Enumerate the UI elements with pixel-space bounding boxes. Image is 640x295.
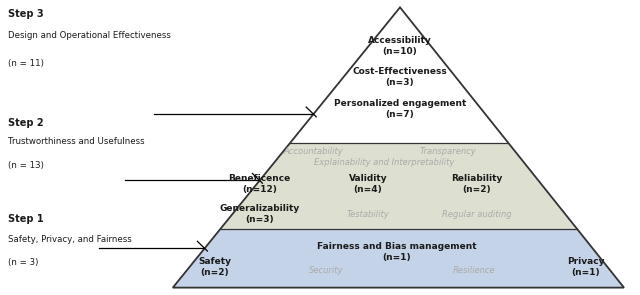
Text: Safety
(n=2): Safety (n=2) <box>198 257 231 277</box>
Text: Regular auditing: Regular auditing <box>442 210 511 219</box>
Text: Step 3: Step 3 <box>8 9 44 19</box>
Text: (n = 11): (n = 11) <box>8 59 44 68</box>
Text: Privacy
(n=1): Privacy (n=1) <box>567 257 604 277</box>
Text: Personalized engagement
(n=7): Personalized engagement (n=7) <box>334 99 466 119</box>
Text: Trustworthiness and Usefulness: Trustworthiness and Usefulness <box>8 137 144 146</box>
Text: Transparency: Transparency <box>420 148 476 156</box>
Text: Security: Security <box>309 266 344 275</box>
Text: Resilience: Resilience <box>452 266 495 275</box>
Text: (n = 3): (n = 3) <box>8 258 38 267</box>
Text: Reliability
(n=2): Reliability (n=2) <box>451 174 502 194</box>
Text: Safety, Privacy, and Fairness: Safety, Privacy, and Fairness <box>8 235 131 244</box>
Polygon shape <box>290 7 508 143</box>
Text: Fairness and Bias management
(n=1): Fairness and Bias management (n=1) <box>317 242 477 262</box>
Polygon shape <box>221 143 577 229</box>
Text: Cost-Effectiveness
(n=3): Cost-Effectiveness (n=3) <box>353 67 447 87</box>
Text: Explainability and Interpretability: Explainability and Interpretability <box>314 158 454 167</box>
Polygon shape <box>173 229 624 288</box>
Text: (n = 13): (n = 13) <box>8 161 44 170</box>
Text: Step 1: Step 1 <box>8 214 44 224</box>
Text: Generalizability
(n=3): Generalizability (n=3) <box>219 204 300 224</box>
Text: Validity
(n=4): Validity (n=4) <box>349 174 387 194</box>
Text: Beneficence
(n=12): Beneficence (n=12) <box>228 174 291 194</box>
Text: Step 2: Step 2 <box>8 118 44 128</box>
Text: Accountability: Accountability <box>284 148 344 156</box>
Text: Design and Operational Effectiveness: Design and Operational Effectiveness <box>8 31 170 40</box>
Text: Testability: Testability <box>347 210 389 219</box>
Text: Accessibility
(n=10): Accessibility (n=10) <box>368 36 432 56</box>
